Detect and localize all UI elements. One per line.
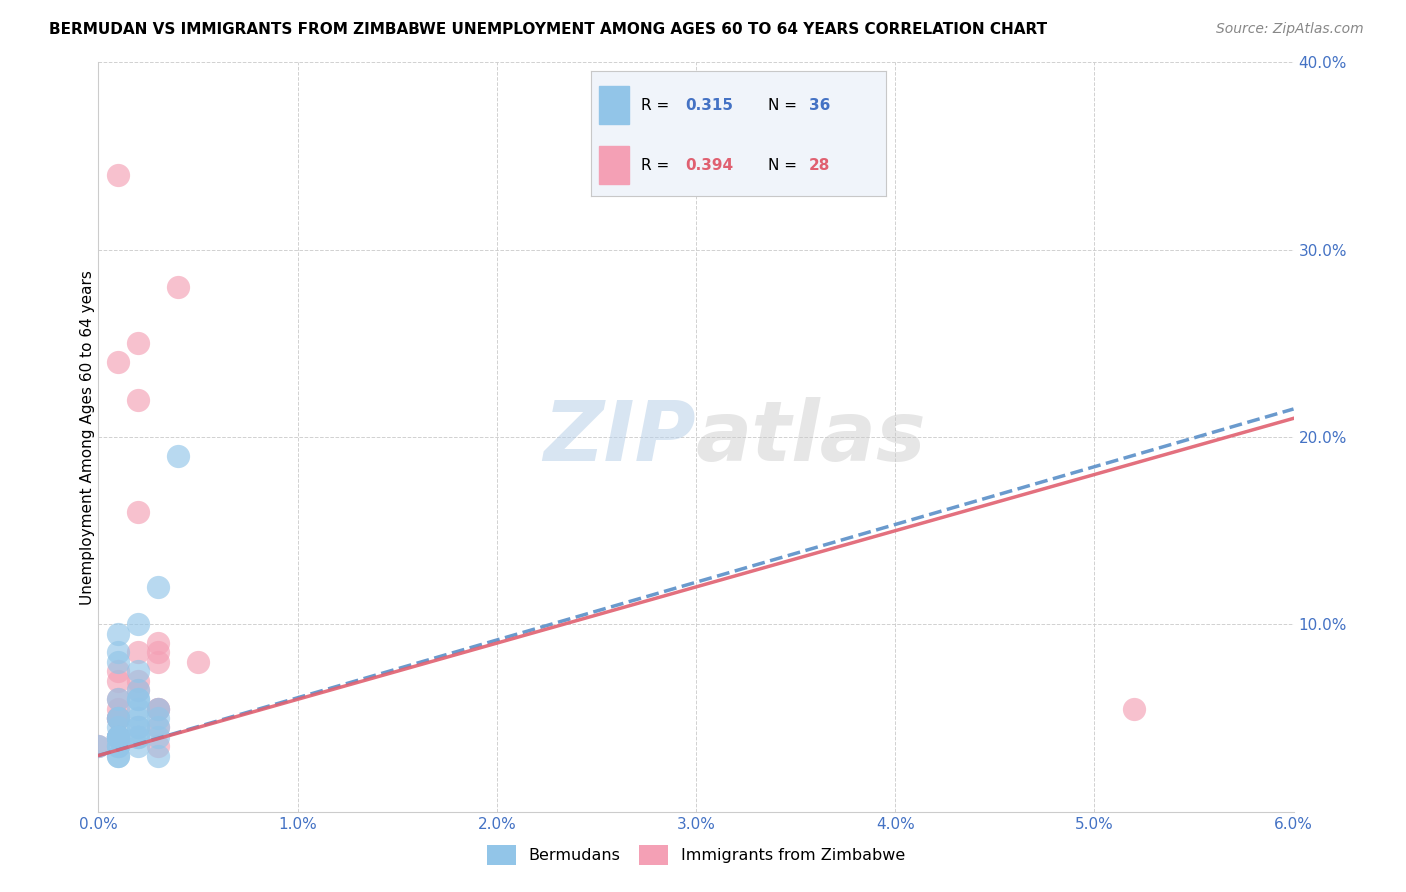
Point <box>87 739 110 753</box>
Point <box>148 739 170 753</box>
Text: 28: 28 <box>808 158 831 172</box>
Point <box>107 739 129 753</box>
Point <box>107 701 129 715</box>
Point <box>107 711 129 725</box>
Point <box>107 655 129 669</box>
Point <box>107 692 129 706</box>
Point <box>127 692 149 706</box>
Point <box>148 655 170 669</box>
Point <box>1123 701 1146 715</box>
Point <box>127 692 149 706</box>
Point <box>107 730 129 744</box>
Point <box>107 730 129 744</box>
Point <box>148 701 170 715</box>
Point <box>107 626 129 640</box>
Y-axis label: Unemployment Among Ages 60 to 64 years: Unemployment Among Ages 60 to 64 years <box>80 269 94 605</box>
Text: BERMUDAN VS IMMIGRANTS FROM ZIMBABWE UNEMPLOYMENT AMONG AGES 60 TO 64 YEARS CORR: BERMUDAN VS IMMIGRANTS FROM ZIMBABWE UNE… <box>49 22 1047 37</box>
Legend: Bermudans, Immigrants from Zimbabwe: Bermudans, Immigrants from Zimbabwe <box>481 838 911 871</box>
Point <box>107 748 129 763</box>
Point <box>127 673 149 688</box>
Point <box>127 336 149 351</box>
Point <box>148 748 170 763</box>
Text: N =: N = <box>768 97 801 112</box>
Point <box>107 646 129 660</box>
Point <box>107 730 129 744</box>
Point <box>107 673 129 688</box>
Point <box>148 580 170 594</box>
Point <box>127 730 149 744</box>
Point <box>127 646 149 660</box>
Point <box>187 655 209 669</box>
Point <box>148 646 170 660</box>
Text: 0.394: 0.394 <box>685 158 733 172</box>
Text: ZIP: ZIP <box>543 397 696 477</box>
Point <box>127 711 149 725</box>
Text: 36: 36 <box>808 97 831 112</box>
Point <box>167 449 190 463</box>
Point <box>127 617 149 632</box>
Point <box>107 721 129 735</box>
Point <box>107 711 129 725</box>
Point <box>127 683 149 698</box>
Point <box>107 730 129 744</box>
Text: N =: N = <box>768 158 801 172</box>
Text: Source: ZipAtlas.com: Source: ZipAtlas.com <box>1216 22 1364 37</box>
Point <box>107 711 129 725</box>
Point <box>127 730 149 744</box>
Bar <box>599 146 628 184</box>
Point <box>107 711 129 725</box>
Point <box>148 721 170 735</box>
Point <box>127 701 149 715</box>
Point <box>148 721 170 735</box>
Point <box>107 692 129 706</box>
Text: R =: R = <box>641 97 673 112</box>
Point <box>127 683 149 698</box>
Point <box>148 636 170 650</box>
Point <box>127 739 149 753</box>
Point <box>148 701 170 715</box>
Text: atlas: atlas <box>696 397 927 477</box>
Point <box>148 701 170 715</box>
Point <box>107 664 129 679</box>
Text: R =: R = <box>641 158 673 172</box>
Point <box>127 721 149 735</box>
Point <box>148 711 170 725</box>
Point <box>107 730 129 744</box>
Point <box>107 730 129 744</box>
Point <box>107 739 129 753</box>
Point <box>127 392 149 407</box>
Point <box>167 280 190 294</box>
Bar <box>599 87 628 124</box>
Point <box>87 739 110 753</box>
Point <box>107 168 129 182</box>
Point <box>127 721 149 735</box>
Point <box>107 711 129 725</box>
Point <box>127 505 149 519</box>
Point <box>127 664 149 679</box>
Point <box>107 355 129 369</box>
Point <box>148 730 170 744</box>
Point <box>107 748 129 763</box>
Text: 0.315: 0.315 <box>685 97 733 112</box>
Point <box>107 730 129 744</box>
